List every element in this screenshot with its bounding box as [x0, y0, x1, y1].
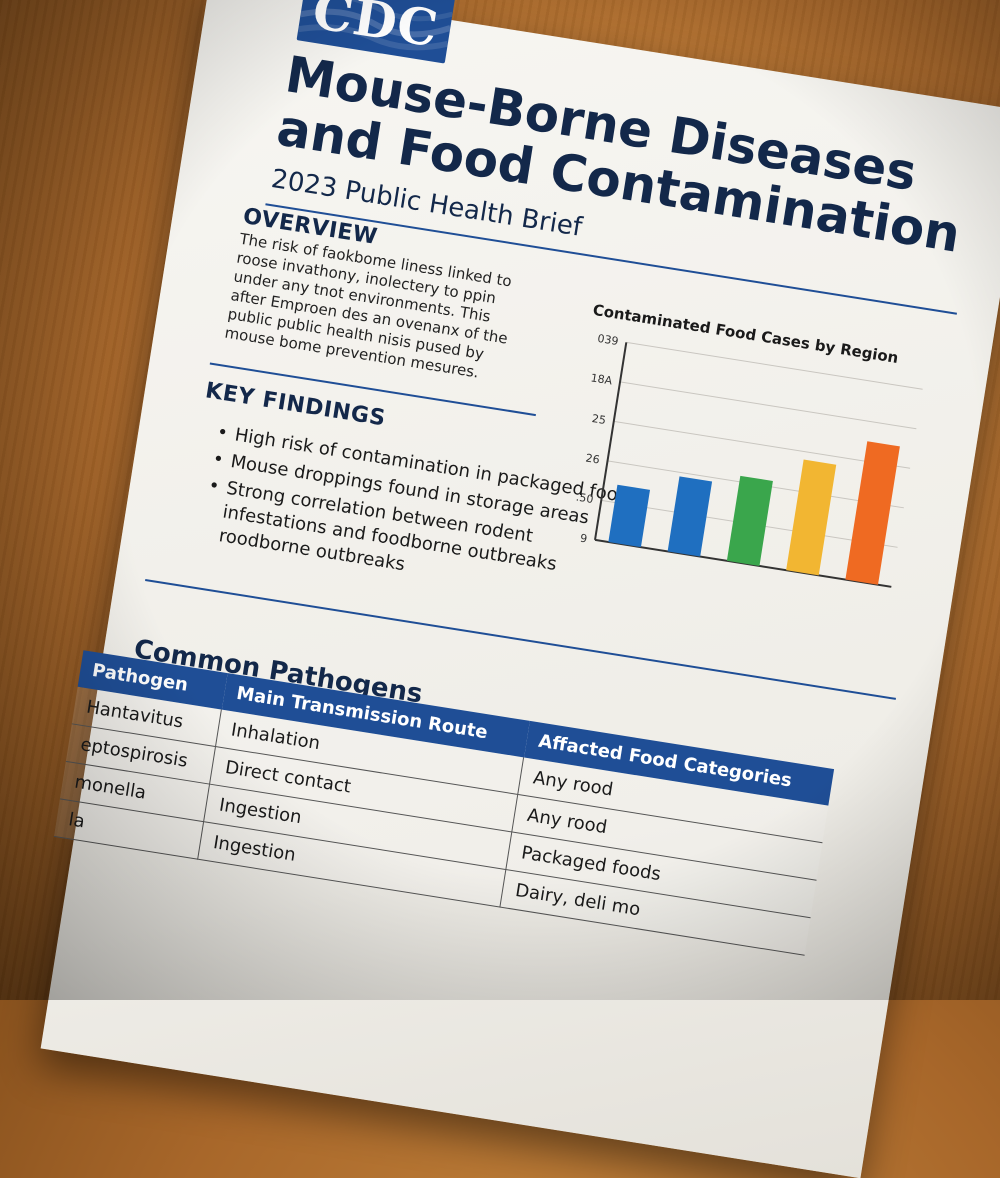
pathogens-table: Pathogen Main Transmission Route Affacte… — [53, 650, 835, 956]
chart-bar — [667, 476, 713, 557]
chart-bar — [845, 441, 900, 585]
cdc-logo: CDC — [296, 0, 456, 64]
gridline — [619, 381, 917, 430]
y-tick-label: 25 — [591, 412, 607, 427]
x-axis — [594, 538, 892, 588]
document-page: CDC Mouse-Borne Diseases and Food Contam… — [40, 0, 1000, 1178]
y-tick-label: 039 — [597, 332, 620, 348]
y-tick-label: 26 — [585, 452, 601, 467]
logo-wave-pattern — [297, 0, 454, 51]
overview-text: The risk of faokbome liness linked to ro… — [223, 229, 513, 382]
chart-bar — [726, 475, 773, 566]
gridline — [613, 420, 911, 469]
y-axis — [594, 342, 628, 541]
chart-bar — [786, 459, 837, 576]
y-tick-label: .50 — [575, 490, 594, 506]
y-tick-label: 18A — [590, 371, 614, 387]
cases-chart: Contaminated Food Cases by Region 039 18A… — [538, 299, 950, 653]
chart-canvas: 039 18A 25 26 .50 9 — [575, 332, 923, 588]
gridline — [626, 341, 923, 390]
y-tick-label: 9 — [579, 532, 588, 546]
chart-bar — [608, 484, 651, 548]
